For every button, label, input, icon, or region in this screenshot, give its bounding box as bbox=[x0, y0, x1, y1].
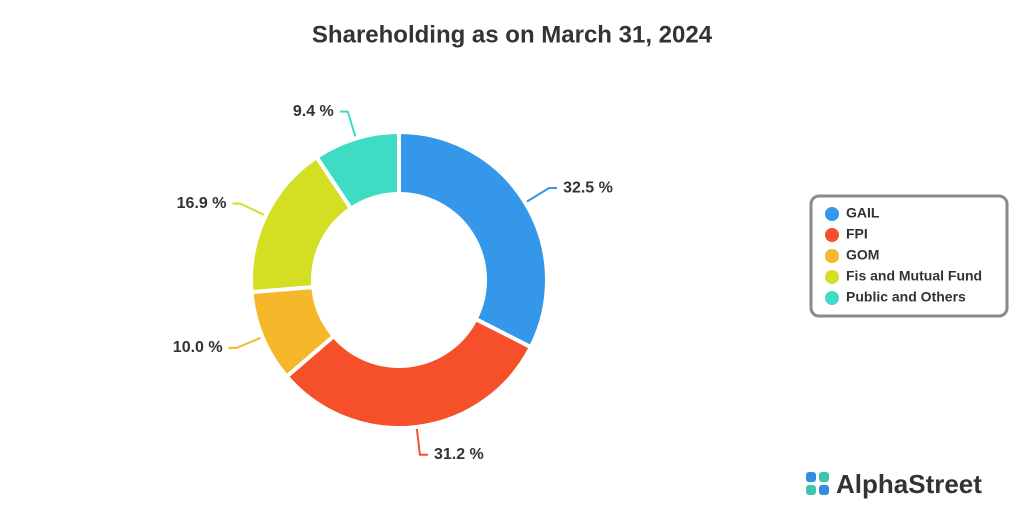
slice bbox=[397, 129, 549, 350]
legend-swatch bbox=[825, 291, 839, 305]
data-label: 9.4 % bbox=[293, 103, 334, 120]
legend-label: Public and Others bbox=[846, 289, 966, 305]
leader-line bbox=[339, 110, 357, 137]
leader-line bbox=[228, 336, 261, 349]
legend-label: GAIL bbox=[846, 205, 880, 221]
leader-line bbox=[232, 202, 265, 216]
brand-name: AlphaStreet bbox=[836, 469, 982, 499]
legend-label: FPI bbox=[846, 226, 868, 242]
slice bbox=[313, 129, 401, 212]
leader-line bbox=[526, 187, 558, 203]
data-label: 31.2 % bbox=[434, 446, 484, 463]
legend-label: GOM bbox=[846, 247, 879, 263]
legend-swatch bbox=[825, 249, 839, 263]
chart-title: Shareholding as on March 31, 2024 bbox=[312, 21, 713, 48]
data-label: 16.9 % bbox=[177, 195, 227, 212]
data-label: 10.0 % bbox=[173, 339, 223, 356]
slice bbox=[283, 316, 534, 430]
legend-swatch bbox=[825, 228, 839, 242]
legend-swatch bbox=[825, 270, 839, 284]
data-label: 32.5 % bbox=[563, 179, 613, 196]
brand-logo bbox=[806, 472, 829, 495]
leader-line bbox=[415, 428, 428, 456]
legend-box bbox=[809, 194, 1009, 318]
legend-swatch bbox=[825, 207, 839, 221]
legend-label: Fis and Mutual Fund bbox=[846, 268, 982, 284]
